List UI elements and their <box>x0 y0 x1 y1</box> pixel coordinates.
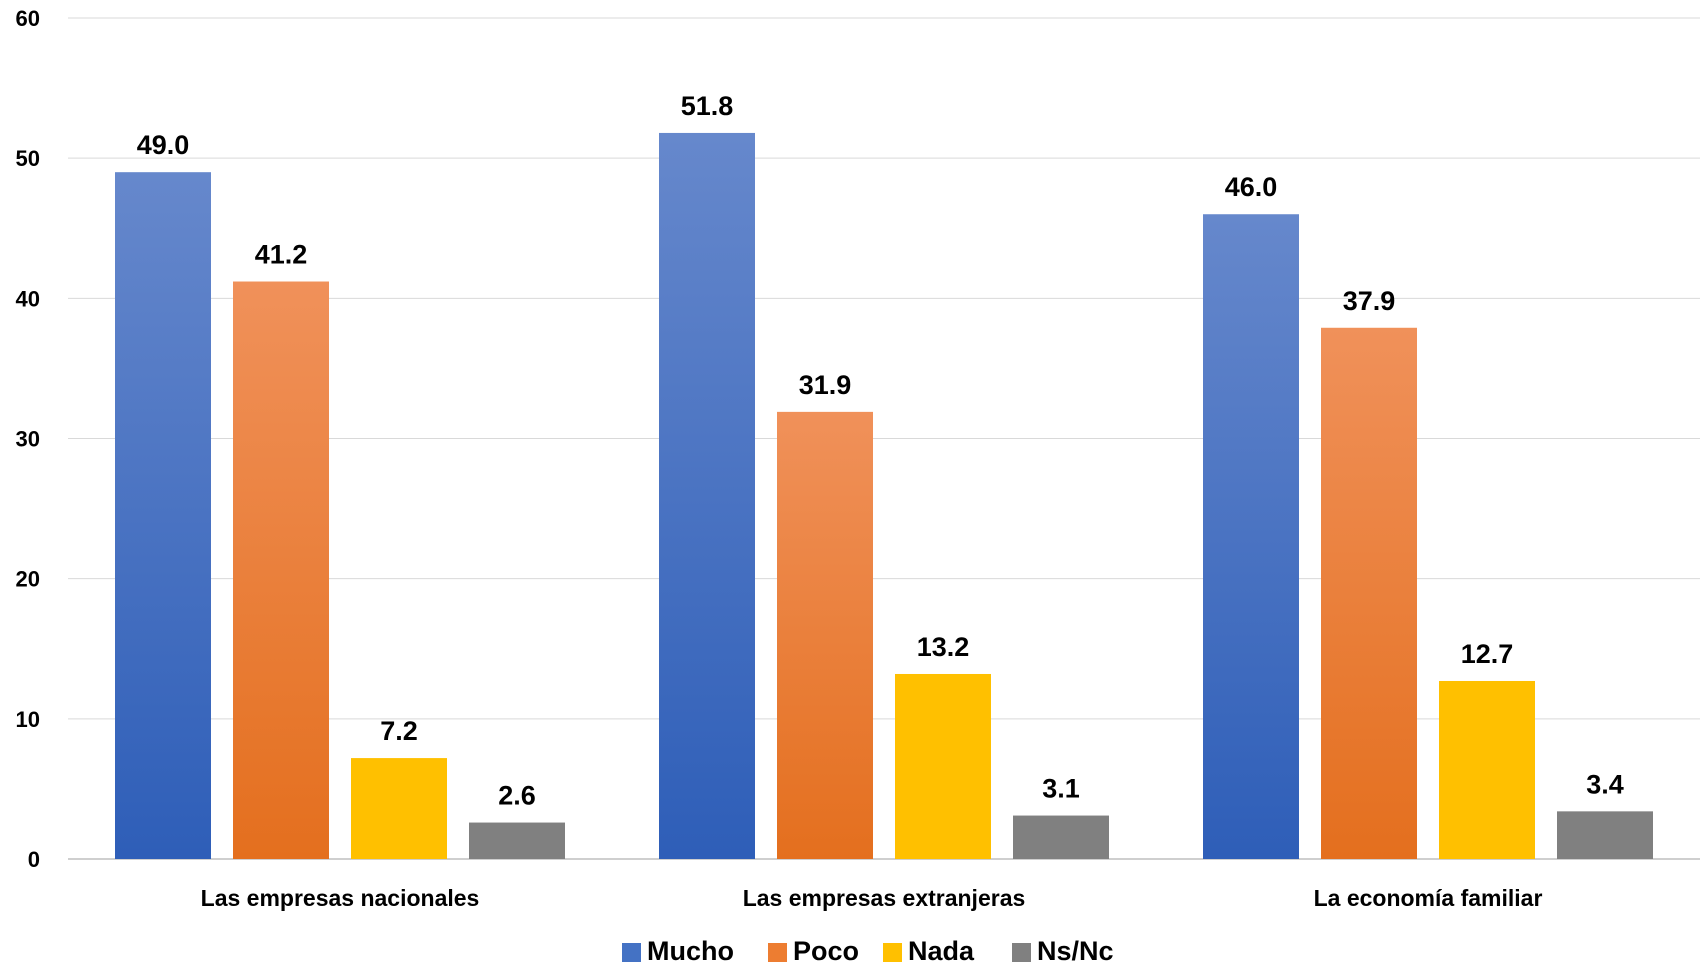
data-label: 41.2 <box>255 240 308 270</box>
y-tick-label: 30 <box>16 427 40 452</box>
data-label: 7.2 <box>380 716 418 746</box>
bar-mucho <box>1203 214 1299 859</box>
bar-ns-nc <box>1013 815 1109 859</box>
data-label: 12.7 <box>1461 639 1514 669</box>
bar-poco <box>233 281 329 860</box>
legend-swatch-nada <box>883 943 902 962</box>
x-category-label: La economía familiar <box>1314 885 1543 911</box>
data-label: 13.2 <box>917 632 970 662</box>
legend-swatch-ns-nc <box>1012 943 1031 962</box>
bar-mucho <box>659 132 755 860</box>
legend: Mucho Poco Nada Ns/Nc <box>622 936 1114 966</box>
data-label: 31.9 <box>799 370 852 400</box>
x-category-label: Las empresas nacionales <box>201 885 480 911</box>
y-tick-label: 40 <box>16 286 40 311</box>
bar-poco <box>1321 327 1417 860</box>
x-category-label: Las empresas extranjeras <box>743 885 1026 911</box>
data-label: 3.1 <box>1042 774 1080 804</box>
x-axis-category-labels: Las empresas nacionales Las empresas extr… <box>201 885 1543 911</box>
legend-swatch-poco <box>768 943 787 962</box>
y-tick-label: 10 <box>16 707 40 732</box>
bar-nada <box>351 758 447 859</box>
data-label: 2.6 <box>498 781 536 811</box>
bars <box>115 132 1653 860</box>
legend-label: Ns/Nc <box>1037 936 1114 966</box>
legend-label: Nada <box>908 936 975 966</box>
bar-mucho <box>115 172 211 859</box>
data-label: 46.0 <box>1225 172 1278 202</box>
legend-label: Mucho <box>647 936 734 966</box>
bar-nada <box>895 673 991 859</box>
data-label: 49.0 <box>137 130 190 160</box>
bar-nada <box>1439 680 1535 859</box>
bar-poco <box>777 411 873 859</box>
y-axis-tick-labels: 0 10 20 30 40 50 60 <box>16 6 40 872</box>
y-tick-label: 20 <box>16 567 40 592</box>
data-labels: 49.0 41.2 7.2 2.6 51.8 31.9 13.2 3.1 46.0 37.9 12.… <box>137 91 1624 811</box>
y-tick-label: 60 <box>16 6 40 31</box>
y-tick-label: 0 <box>28 847 40 872</box>
data-label: 37.9 <box>1343 286 1396 316</box>
legend-label: Poco <box>793 936 859 966</box>
data-label: 51.8 <box>681 91 734 121</box>
gridlines <box>68 17 1700 860</box>
y-tick-label: 50 <box>16 146 40 171</box>
bar-ns-nc <box>469 822 565 859</box>
data-label: 3.4 <box>1586 769 1624 799</box>
legend-swatch-mucho <box>622 943 641 962</box>
bar-ns-nc <box>1557 811 1653 859</box>
